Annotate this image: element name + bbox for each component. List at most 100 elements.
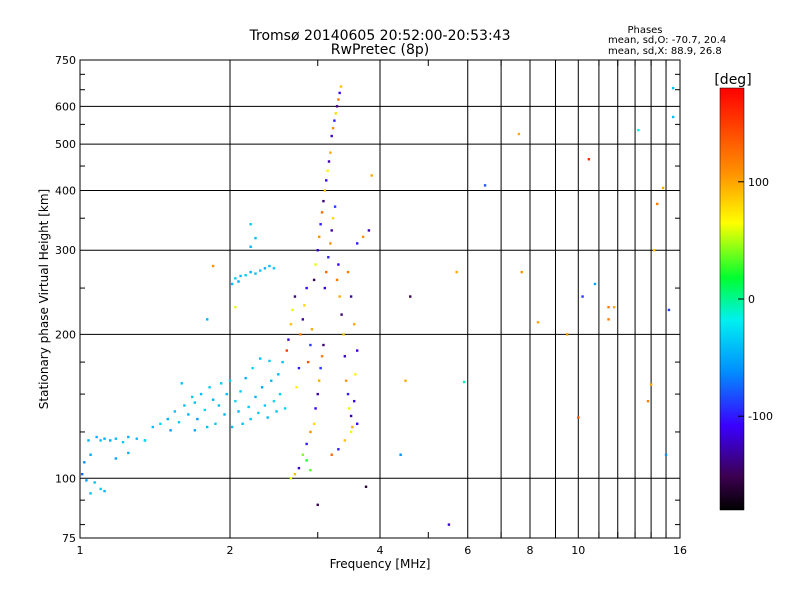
data-point xyxy=(342,333,345,336)
data-point xyxy=(325,179,328,182)
x-tick-label: 1 xyxy=(77,544,84,557)
data-point xyxy=(323,189,327,192)
data-point xyxy=(297,466,301,470)
data-point xyxy=(520,270,523,274)
stats-line-o: mean, sd,O: -70.7, 20.4 xyxy=(608,35,726,46)
data-point xyxy=(187,413,190,416)
data-point xyxy=(367,229,371,232)
data-point xyxy=(99,487,102,491)
data-point xyxy=(287,338,290,341)
data-point xyxy=(329,151,332,154)
data-point xyxy=(234,305,237,309)
data-point xyxy=(285,349,288,352)
data-point xyxy=(338,91,341,95)
data-point xyxy=(333,119,336,122)
data-point xyxy=(447,523,451,526)
data-point xyxy=(87,439,90,442)
data-point xyxy=(268,264,271,268)
data-point xyxy=(327,256,330,259)
data-point xyxy=(316,249,319,252)
data-point xyxy=(349,414,353,418)
data-point xyxy=(272,267,276,270)
y-axis-label: Stationary phase Virtual Height [km] xyxy=(37,189,51,409)
data-point xyxy=(173,410,177,413)
data-point xyxy=(319,366,322,370)
data-point xyxy=(254,236,257,240)
data-point xyxy=(314,407,317,410)
data-point xyxy=(244,376,247,380)
data-points xyxy=(80,85,675,526)
data-point xyxy=(637,128,640,132)
data-point xyxy=(289,477,293,480)
y-tick-label: 750 xyxy=(55,54,76,67)
data-point xyxy=(95,435,98,439)
colorbar-tick-label: 100 xyxy=(748,176,769,189)
data-point xyxy=(219,382,223,385)
data-point xyxy=(297,366,301,370)
data-point xyxy=(135,437,138,440)
data-point xyxy=(205,318,209,321)
data-point xyxy=(191,395,194,399)
y-tick-label: 300 xyxy=(55,244,76,257)
data-point xyxy=(99,439,102,442)
data-point xyxy=(85,479,88,482)
data-point xyxy=(455,270,458,274)
data-point xyxy=(223,413,226,416)
data-point xyxy=(114,437,118,440)
data-point xyxy=(337,98,340,101)
data-point xyxy=(577,416,580,419)
data-point xyxy=(517,132,521,136)
data-point xyxy=(587,158,591,161)
data-point xyxy=(166,417,169,421)
data-point xyxy=(399,453,402,456)
data-point xyxy=(193,429,197,432)
data-point xyxy=(268,359,271,363)
data-point xyxy=(349,295,353,298)
data-point xyxy=(322,343,325,347)
data-point xyxy=(80,472,84,476)
data-point xyxy=(327,160,331,163)
y-tick-label: 75 xyxy=(62,532,76,545)
data-point xyxy=(277,373,280,376)
data-point xyxy=(346,392,350,396)
data-point xyxy=(370,174,373,177)
data-point xyxy=(208,386,211,389)
data-point xyxy=(667,308,671,312)
data-point xyxy=(671,86,675,90)
data-point xyxy=(247,405,250,409)
y-tick-label: 400 xyxy=(55,184,76,197)
data-point xyxy=(309,343,312,347)
data-point xyxy=(330,229,333,232)
colorbar-tick-label: 0 xyxy=(748,293,755,306)
data-point xyxy=(237,410,240,413)
colorbar-tick-label: -100 xyxy=(748,410,773,423)
data-point xyxy=(565,333,569,336)
data-point xyxy=(330,134,333,138)
data-point xyxy=(121,440,125,444)
data-point xyxy=(661,186,665,190)
data-point xyxy=(259,269,262,272)
x-tick-label: 2 xyxy=(227,544,234,557)
data-point xyxy=(305,459,308,462)
chart-subtitle: RwPretec (8p) xyxy=(331,42,429,58)
data-point xyxy=(114,457,118,460)
data-point xyxy=(325,270,328,274)
data-point xyxy=(193,401,197,404)
colorbar-ticks: 100 0 -100 xyxy=(738,176,773,423)
data-point xyxy=(312,278,316,282)
data-point xyxy=(103,489,106,493)
data-point xyxy=(337,263,340,266)
stats-line-x: mean, sd,X: 88.9, 26.8 xyxy=(608,46,722,57)
data-point xyxy=(343,439,347,442)
data-point xyxy=(409,295,412,298)
data-point xyxy=(272,399,276,403)
data-point xyxy=(254,395,257,399)
data-point xyxy=(361,235,365,239)
data-point xyxy=(270,379,273,382)
y-axis-ticks: 75 100 200 300 400 500 600 750 xyxy=(55,54,680,545)
data-point xyxy=(103,437,106,440)
data-point xyxy=(354,373,357,376)
data-point xyxy=(183,404,186,407)
data-point xyxy=(340,313,343,316)
data-point xyxy=(260,386,264,389)
